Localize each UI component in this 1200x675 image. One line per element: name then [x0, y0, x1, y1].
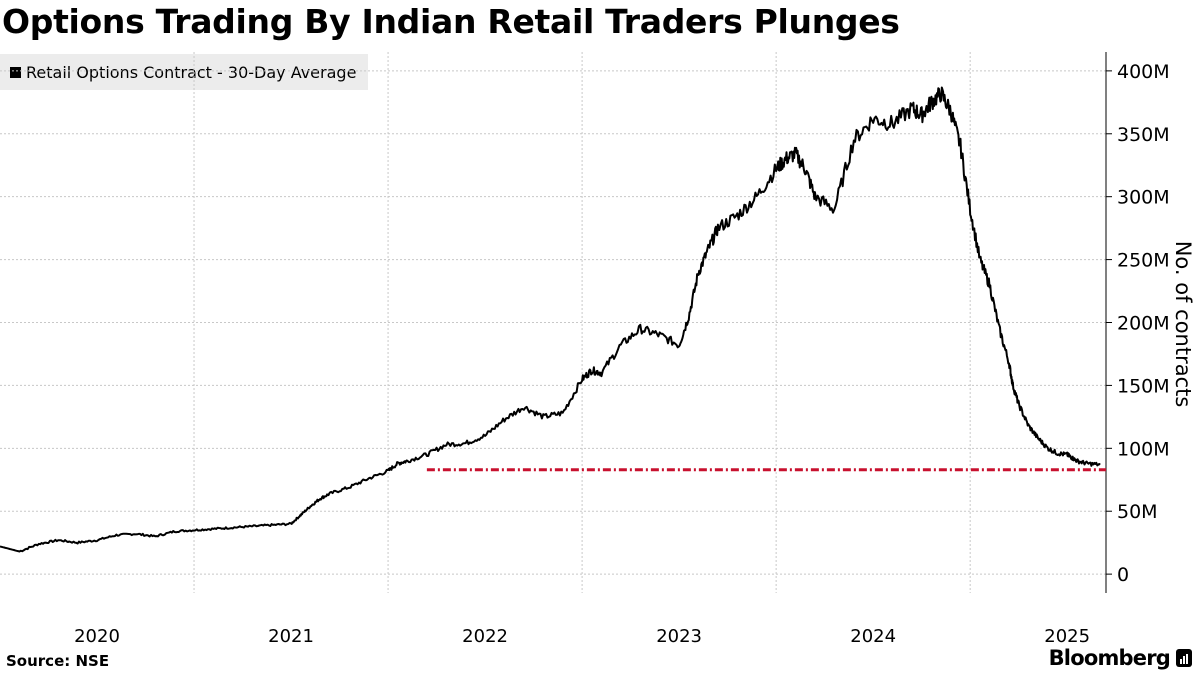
x-tick-label: 2022	[462, 626, 508, 647]
legend: Retail Options Contract - 30-Day Average	[0, 54, 369, 90]
y-tick-label: 400M	[1117, 61, 1170, 83]
y-tick-label: 100M	[1117, 438, 1170, 460]
x-tick-label: 2024	[850, 626, 896, 647]
chart-title: Options Trading By Indian Retail Traders…	[2, 2, 900, 41]
y-tick-label: 150M	[1117, 375, 1170, 397]
legend-swatch	[10, 66, 21, 78]
grid	[0, 52, 1106, 593]
axes	[1105, 52, 1112, 593]
brand-logo: Bloomberg	[1049, 646, 1192, 670]
y-tick-labels: 0 50M 100M 150M 200M 250M 300M 350M 400M	[1117, 61, 1170, 586]
x-tick-label: 2025	[1044, 626, 1090, 647]
y-axis-label: No. of contracts	[1171, 241, 1195, 408]
source-note: Source: NSE	[6, 652, 110, 670]
legend-label: Retail Options Contract - 30-Day Average	[26, 62, 357, 82]
x-tick-label: 2021	[268, 626, 314, 647]
bloomberg-terminal-icon	[1176, 649, 1192, 667]
x-tick-label: 2023	[656, 626, 702, 647]
y-tick-label: 0	[1117, 564, 1129, 586]
series-layer	[0, 86, 1106, 553]
brand-wordmark: Bloomberg	[1048, 646, 1171, 670]
x-tick-label: 2020	[74, 626, 120, 647]
series-line	[0, 86, 1101, 553]
y-tick-label: 350M	[1117, 124, 1170, 146]
y-tick-label: 250M	[1117, 250, 1170, 272]
x-tick-labels: 2020 2021 2022 2023 2024 2025	[74, 626, 1090, 647]
y-tick-label: 200M	[1117, 313, 1170, 335]
y-tick-label: 300M	[1117, 187, 1170, 209]
y-tick-label: 50M	[1117, 501, 1158, 523]
